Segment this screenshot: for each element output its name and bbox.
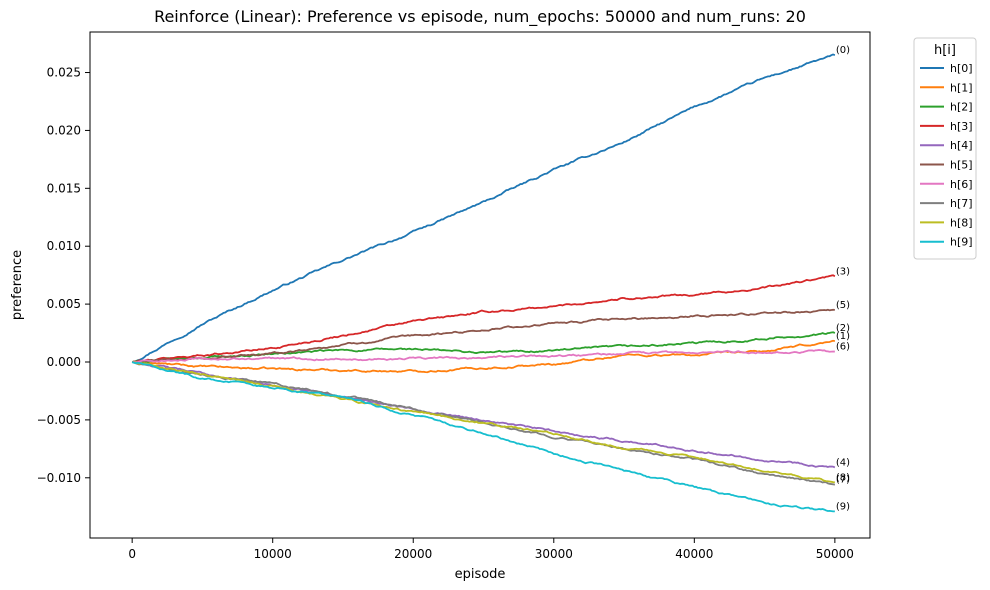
series-end-label-9: (9) bbox=[836, 501, 850, 512]
y-tick-label: 0.020 bbox=[47, 123, 81, 137]
legend-label-2: h[2] bbox=[950, 101, 973, 114]
series-end-label-1: (1) bbox=[836, 331, 850, 342]
series-end-label-6: (6) bbox=[836, 342, 850, 353]
series-line-4 bbox=[132, 361, 836, 469]
series-end-labels: (0) (1)(2) (3) (4) (5) (6) (7)(8) (9) bbox=[836, 45, 850, 512]
legend-label-6: h[6] bbox=[950, 178, 973, 191]
x-tick-label: 50000 bbox=[816, 547, 854, 561]
y-tick-label: −0.005 bbox=[37, 413, 81, 427]
legend-label-3: h[3] bbox=[950, 120, 973, 133]
series-line-0 bbox=[132, 53, 836, 363]
series-end-label-8: (8) bbox=[836, 472, 850, 483]
legend-label-0: h[0] bbox=[950, 62, 973, 75]
series-line-8 bbox=[131, 361, 835, 484]
plot-frame bbox=[89, 31, 871, 539]
series-lines bbox=[131, 53, 836, 513]
x-axis-label: episode bbox=[455, 567, 506, 582]
y-tick-label: 0.005 bbox=[47, 297, 81, 311]
series-line-3 bbox=[131, 274, 836, 363]
series-end-label-3: (3) bbox=[836, 266, 850, 277]
series-end-label-2: (2) bbox=[836, 323, 850, 334]
series-end-label-7: (7) bbox=[836, 475, 850, 486]
series-line-5 bbox=[132, 308, 835, 363]
y-tick-label: 0.010 bbox=[47, 239, 81, 253]
y-axis-label: preference bbox=[10, 250, 25, 320]
y-tick-label: 0.015 bbox=[47, 181, 81, 195]
y-tick-label: 0.025 bbox=[47, 66, 81, 80]
legend-label-7: h[7] bbox=[950, 197, 973, 210]
series-end-label-4: (4) bbox=[836, 457, 850, 468]
y-tick-label: −0.010 bbox=[37, 471, 81, 485]
chart-title: Reinforce (Linear): Preference vs episod… bbox=[154, 7, 806, 27]
x-tick-label: 20000 bbox=[394, 547, 432, 561]
x-tick-label: 40000 bbox=[675, 547, 713, 561]
y-axis: −0.010 −0.005 0.000 0.005 0.010 0.015 0.020 0.0… bbox=[37, 66, 90, 485]
x-tick-label: 30000 bbox=[535, 547, 573, 561]
legend-items: h[0] h[1] h[2] h[3] h[4] h[5] h[6] h[7] h[8] h[9] bbox=[920, 62, 973, 249]
series-end-label-5: (5) bbox=[836, 300, 850, 311]
legend-label-9: h[9] bbox=[950, 236, 973, 249]
legend-label-8: h[8] bbox=[950, 216, 973, 229]
x-tick-label: 0 bbox=[128, 547, 136, 561]
series-line-9 bbox=[131, 361, 835, 513]
series-line-2 bbox=[131, 331, 836, 363]
x-tick-label: 10000 bbox=[254, 547, 292, 561]
legend-label-1: h[1] bbox=[950, 81, 973, 94]
x-axis: 0 10000 20000 30000 40000 50000 bbox=[128, 538, 854, 561]
legend-label-5: h[5] bbox=[950, 159, 973, 172]
legend-title: h[i] bbox=[934, 43, 956, 58]
series-line-6 bbox=[132, 349, 835, 364]
series-end-label-0: (0) bbox=[836, 45, 850, 56]
legend: h[i] h[0] h[1] h[2] h[3] h[4] h[5] h[6] h[7] h[8… bbox=[913, 37, 977, 260]
legend-label-4: h[4] bbox=[950, 139, 973, 152]
y-tick-label: 0.000 bbox=[47, 355, 81, 369]
